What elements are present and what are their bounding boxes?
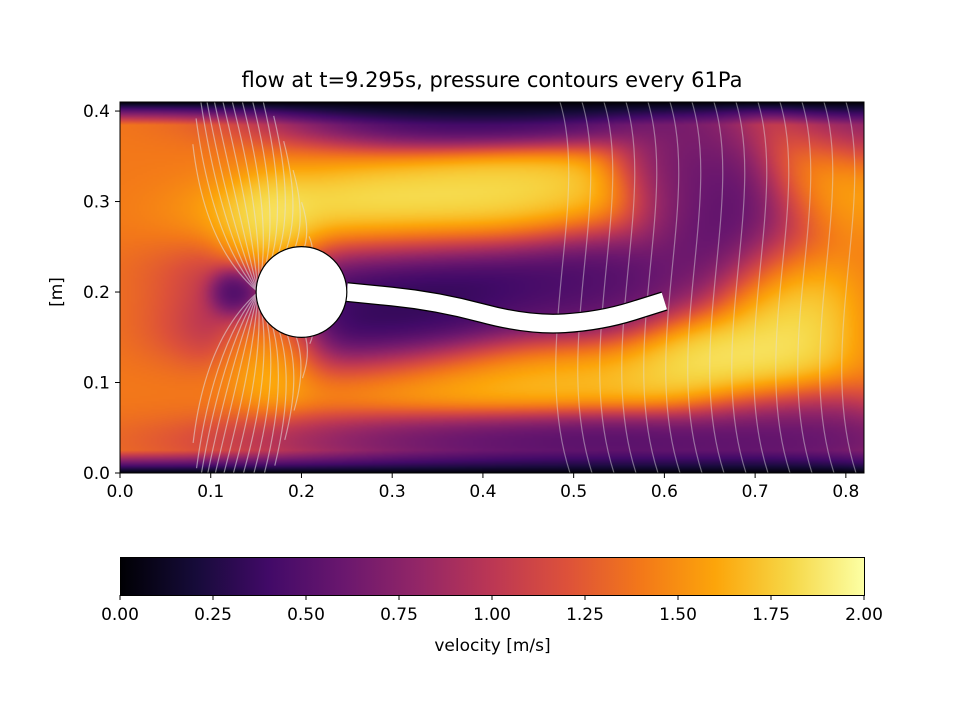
x-tick-label: 0.3	[379, 482, 406, 502]
colorbar-tick-label: 0.00	[101, 605, 139, 625]
colorbar-tick-label: 1.75	[752, 605, 790, 625]
contour-line	[195, 291, 259, 469]
y-tick-label: 0.2	[83, 283, 110, 303]
contour-line	[213, 101, 259, 293]
contour-line	[577, 101, 593, 474]
x-axis: 0.0 0.1 0.2 0.3 0.4 0.5 0.6 0.7 0.8	[106, 473, 859, 502]
y-tick-label: 0.1	[83, 374, 110, 394]
contour-line	[665, 101, 681, 474]
colorbar-tick-label: 1.50	[659, 605, 697, 625]
x-tick-label: 0.0	[106, 482, 133, 502]
contour-line	[687, 101, 703, 474]
contour-line	[214, 291, 259, 474]
colorbar-tick-label: 2.00	[845, 605, 883, 625]
y-axis: 0.0 0.1 0.2 0.3 0.4	[83, 102, 120, 484]
contour-line	[555, 101, 571, 474]
flexible-flag	[345, 283, 668, 333]
contour-line	[775, 101, 791, 474]
x-tick-label: 0.2	[288, 482, 315, 502]
plot-frame	[119, 101, 865, 474]
colorbar-tick-label: 1.25	[566, 605, 604, 625]
y-tick-label: 0.0	[83, 464, 110, 484]
contour-line	[621, 101, 637, 474]
contour-line	[753, 101, 769, 474]
contour-line	[192, 144, 259, 293]
velocity-heatmap	[120, 102, 864, 473]
contour-line	[731, 101, 747, 474]
contour-line	[200, 101, 259, 293]
colorbar-tick-label: 0.75	[380, 605, 418, 625]
colorbar-label: velocity [m/s]	[434, 636, 551, 656]
contour-line	[797, 101, 813, 474]
x-tick-label: 0.4	[469, 482, 496, 502]
contour-line	[223, 291, 259, 474]
x-tick-label: 0.1	[197, 482, 224, 502]
contour-line	[231, 101, 260, 293]
contour-line	[599, 101, 615, 474]
contour-line	[206, 101, 259, 293]
y-tick-label: 0.4	[83, 102, 110, 122]
x-tick-label: 0.8	[832, 482, 859, 502]
contour-line	[709, 101, 725, 474]
contour-line	[222, 101, 259, 293]
contour-line	[841, 101, 857, 474]
colorbar-tick-label: 1.00	[473, 605, 511, 625]
x-tick-label: 0.7	[742, 482, 769, 502]
contour-line	[643, 101, 659, 474]
chart-title: flow at t=9.295s, pressure contours ever…	[241, 68, 743, 92]
contour-line	[207, 291, 259, 474]
x-tick-label: 0.6	[651, 482, 678, 502]
y-axis-label: [m]	[46, 277, 67, 307]
colorbar-tick-label: 0.50	[287, 605, 325, 625]
colorbar-axis: 0.00 0.25 0.50 0.75 1.00 1.25 1.50 1.75 2.00	[101, 595, 883, 625]
contour-line	[819, 101, 835, 474]
contour-line	[200, 291, 259, 474]
colorbar	[120, 557, 865, 596]
contour-line	[192, 291, 259, 443]
colorbar-tick-label: 0.25	[194, 605, 232, 625]
cylinder	[255, 246, 348, 338]
x-tick-label: 0.5	[560, 482, 587, 502]
y-tick-label: 0.3	[83, 193, 110, 213]
contour-line	[195, 118, 259, 293]
